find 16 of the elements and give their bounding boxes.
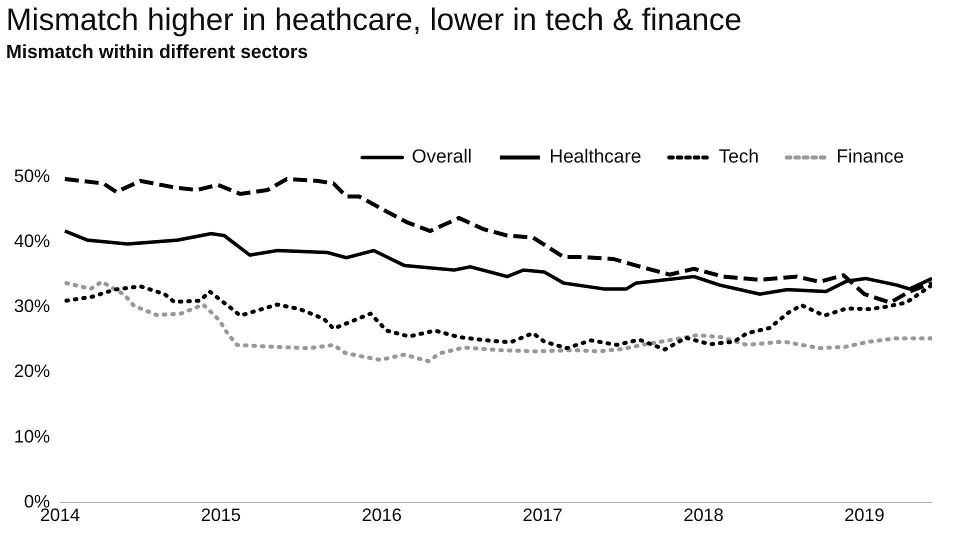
legend-label: Tech bbox=[718, 146, 759, 168]
y-tick-label: 20% bbox=[14, 361, 50, 382]
x-tick-label: 2018 bbox=[684, 505, 724, 526]
legend-label: Healthcare bbox=[549, 146, 642, 168]
x-tick-label: 2016 bbox=[362, 505, 402, 526]
y-tick-label: 30% bbox=[14, 296, 50, 316]
x-tick-label: 2019 bbox=[844, 505, 884, 526]
chart-title: Mismatch higher in heathcare, lower in tech & finance bbox=[6, 2, 742, 38]
legend-label: Finance bbox=[836, 146, 904, 168]
x-tick-label: 2015 bbox=[200, 505, 241, 526]
y-tick-label: 50% bbox=[14, 166, 50, 186]
y-tick-label: 10% bbox=[14, 426, 50, 446]
y-tick-label: 40% bbox=[14, 231, 50, 252]
chart-subtitle: Mismatch within different sectors bbox=[6, 42, 308, 64]
legend-label: Overall bbox=[412, 146, 472, 168]
x-tick-label: 2017 bbox=[522, 505, 563, 526]
